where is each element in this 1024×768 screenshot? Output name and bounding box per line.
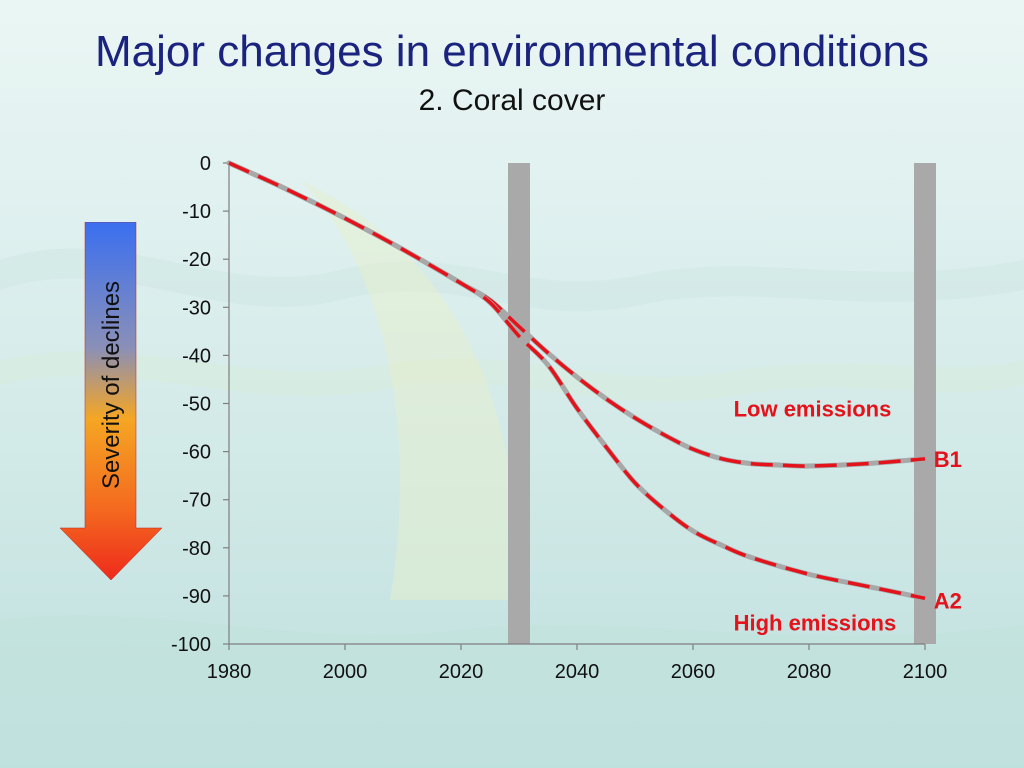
- y-tick-label: -80: [182, 538, 211, 560]
- y-tick-label: -60: [182, 442, 211, 464]
- x-tick-label: 2100: [903, 661, 948, 683]
- severity-arrow-icon: [60, 222, 162, 581]
- x-tick-label: 2040: [555, 661, 600, 683]
- x-tick-label: 1980: [207, 661, 252, 683]
- x-tick-label: 2020: [439, 661, 484, 683]
- y-tick-label: -10: [182, 201, 211, 223]
- y-tick-label: -30: [182, 297, 211, 319]
- chart-subtitle: 2. Coral cover: [418, 84, 606, 117]
- series-line-A2: [228, 161, 926, 601]
- page-title: Major changes in environmental condition…: [94, 27, 930, 76]
- annotation-low-emissions: Low emissions: [734, 396, 892, 421]
- y-tick-label: 0: [200, 153, 211, 175]
- annotation-high-emissions: High emissions: [734, 610, 897, 635]
- annotation-a2: A2: [934, 589, 962, 614]
- series-shadow-A2: [226, 160, 928, 601]
- vertical-bar-2100: [914, 163, 936, 644]
- y-tick-label: -90: [182, 586, 211, 608]
- y-tick-label: -20: [182, 249, 211, 271]
- y-tick-label: -40: [182, 345, 211, 367]
- annotation-b1: B1: [934, 447, 962, 472]
- y-tick-label: -70: [182, 490, 211, 512]
- x-tick-label: 2060: [671, 661, 716, 683]
- y-tick-label: -50: [182, 394, 211, 416]
- y-tick-label: -100: [171, 634, 211, 656]
- vertical-bar-2030: [508, 163, 530, 644]
- x-tick-label: 2080: [787, 661, 832, 683]
- x-tick-label: 2000: [323, 661, 368, 683]
